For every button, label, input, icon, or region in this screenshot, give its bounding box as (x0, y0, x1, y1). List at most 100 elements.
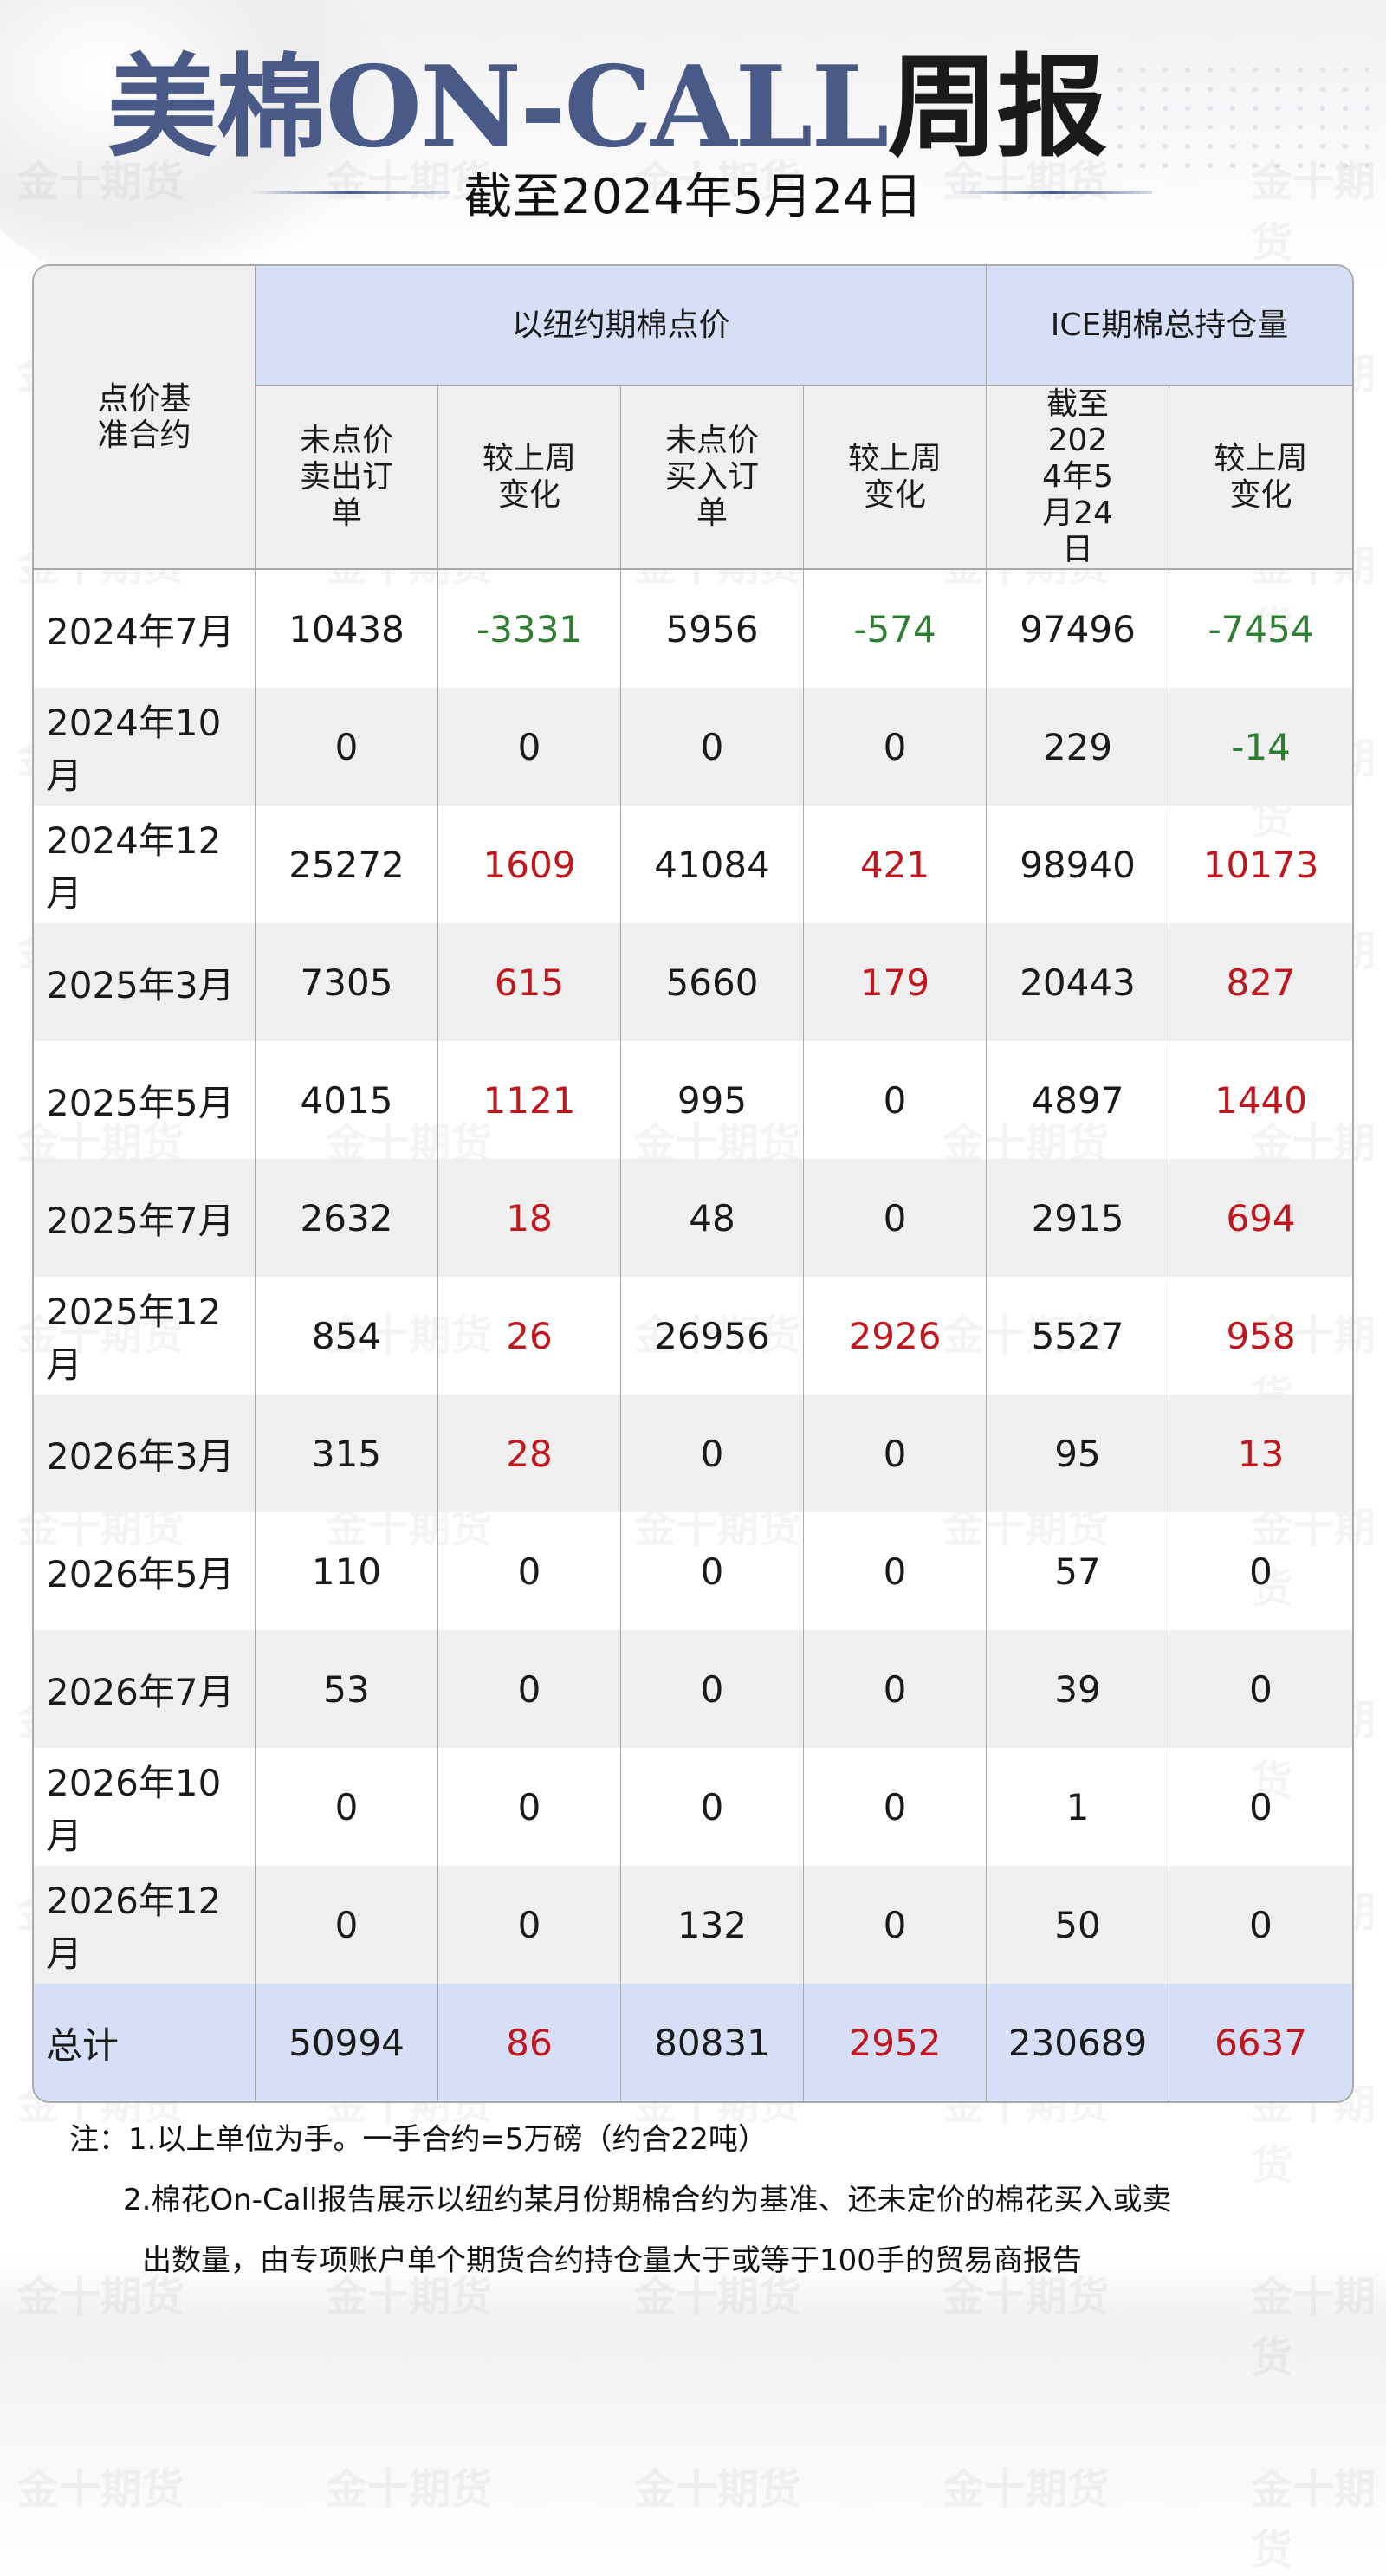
value-cell: 18 (438, 1159, 621, 1277)
value-cell: 97496 (987, 570, 1170, 688)
column-header: 较上周变化 (1169, 386, 1353, 570)
value-cell: 5660 (621, 923, 804, 1041)
dot-pattern (1109, 61, 1369, 182)
watermark: 金十期货 (17, 2455, 184, 2515)
value-cell: 0 (804, 1395, 988, 1512)
value-cell: 4015 (256, 1041, 438, 1159)
value-cell: 2915 (987, 1159, 1170, 1277)
value-cell: 0 (1249, 1785, 1273, 1828)
value-cell: 110 (256, 1512, 438, 1630)
value-cell: 315 (256, 1395, 438, 1512)
watermark: 金十期货 (634, 2455, 800, 2515)
corner-header: 点价基准合约 (34, 266, 256, 570)
value-cell: 0 (804, 1748, 988, 1866)
note-2: 2.棉花On-Call报告展示以纽约某月份期棉合约为基准、还未定价的棉花买入或卖 (123, 2183, 1172, 2217)
value-cell: 615 (438, 923, 621, 1041)
value-cell: 53 (256, 1630, 438, 1748)
value-cell: 57 (987, 1512, 1170, 1630)
value-cell: 26 (438, 1277, 621, 1395)
value-cell: 41084 (621, 806, 804, 923)
value-cell: 0 (256, 1866, 438, 1984)
column-header: 较上周变化 (438, 386, 621, 570)
contract-cell: 2024年7月 (34, 570, 256, 688)
table-row: 2024年7月 10438 -3331 5956 -574 97496 -7454 (34, 570, 1352, 688)
contract-cell: 总计 (34, 1984, 256, 2101)
page-title: 美棉ON-CALL周报 (0, 17, 1213, 178)
column-header: 较上周变化 (804, 386, 988, 570)
value-cell: 10173 (1202, 843, 1319, 886)
value-cell: 25272 (256, 806, 438, 923)
table-row: 2025年3月 7305 615 5660 179 20443 827 (34, 923, 1353, 1041)
value-cell: 0 (804, 688, 988, 806)
value-cell: 0 (621, 1395, 804, 1512)
table-row: 2026年12月 0 0 132 0 50 0 (34, 1866, 1353, 1984)
value-cell: 854 (256, 1277, 438, 1395)
watermark: 金十期货 (1251, 2262, 1386, 2384)
value-cell: 0 (1169, 1630, 1353, 1748)
value-cell: 0 (804, 1512, 988, 1630)
value-cell: 827 (1169, 923, 1353, 1041)
value-cell: 26956 (621, 1277, 804, 1395)
title-main: 美棉ON-CALL (107, 42, 890, 172)
value-cell: 2926 (804, 1277, 988, 1395)
column-header: 未点价卖出订单 (256, 386, 438, 570)
value-cell: 5527 (987, 1277, 1170, 1395)
table-row: 2024年10月 0 0 0 0 229 -14 (34, 688, 1353, 806)
table-row: 2026年10月 0 0 0 0 1 0 (34, 1748, 1352, 1866)
value-cell: 0 (804, 1866, 988, 1984)
value-cell: 28 (438, 1395, 621, 1512)
contract-cell: 2025年12月 (34, 1277, 256, 1395)
value-cell: 98940 (987, 806, 1170, 923)
note-1: 注：1.以上单位为手。一手合约=5万磅（约合22吨） (69, 2122, 767, 2157)
report-date: 截至2024年5月24日 (463, 169, 923, 225)
contract-cell: 2026年7月 (34, 1630, 256, 1748)
value-cell: 0 (438, 688, 621, 806)
value-cell: 50 (987, 1866, 1170, 1984)
value-cell: -7454 (1208, 607, 1314, 650)
value-cell: 0 (438, 1748, 621, 1866)
value-cell: 0 (438, 1512, 621, 1630)
value-cell: 1121 (438, 1041, 621, 1159)
contract-cell: 2025年5月 (34, 1041, 256, 1159)
watermark: 金十期货 (942, 2455, 1109, 2515)
watermark: 金十期货 (326, 2455, 492, 2515)
contract-cell: 2025年3月 (34, 923, 256, 1041)
value-cell: 80831 (621, 1984, 804, 2101)
value-cell: 0 (1169, 1866, 1353, 1984)
value-cell: -574 (804, 570, 988, 688)
value-cell: 13 (1169, 1395, 1353, 1512)
value-cell: 0 (804, 1159, 988, 1277)
value-cell: 0 (438, 1866, 621, 1984)
value-cell: 2632 (256, 1159, 438, 1277)
contract-cell: 2026年3月 (34, 1395, 256, 1512)
value-cell: 10438 (256, 570, 438, 688)
value-cell: 5956 (621, 570, 804, 688)
value-cell: 2952 (804, 1984, 988, 2101)
value-cell: 958 (1226, 1314, 1296, 1357)
table-row: 2026年3月 315 28 0 0 95 13 (34, 1395, 1353, 1512)
value-cell: 48 (621, 1159, 804, 1277)
column-header: 截至2024年5月24日 (987, 386, 1170, 570)
table-row: 2024年12月 25272 1609 41084 421 98940 10173 (34, 806, 1352, 923)
group-header-ice: ICE期棉总持仓量 (987, 266, 1353, 386)
value-cell: 86 (438, 1984, 621, 2101)
value-cell: 0 (621, 1748, 804, 1866)
group-header-ny: 以纽约期棉点价 (256, 266, 988, 386)
notes: 注：1.以上单位为手。一手合约=5万磅（约合22吨） 2.棉花On-Call报告… (69, 2109, 1171, 2291)
divider-left (251, 191, 450, 194)
value-cell: 95 (987, 1395, 1170, 1512)
value-cell: 0 (256, 1748, 438, 1866)
table-row: 2026年7月 53 0 0 0 39 0 (34, 1630, 1353, 1748)
value-cell: 229 (987, 688, 1170, 806)
on-call-table: 点价基准合约 以纽约期棉点价 ICE期棉总持仓量 未点价卖出订单 较上周变化 未点价… (32, 264, 1355, 2103)
column-header: 未点价买入订单 (621, 386, 804, 570)
value-cell: 230689 (987, 1984, 1170, 2101)
note-3: 出数量，由专项账户单个期货合约持仓量大于或等于100手的贸易商报告 (142, 2243, 1082, 2278)
value-cell: 6637 (1169, 1984, 1353, 2101)
value-cell: 179 (804, 923, 988, 1041)
contract-cell: 2026年10月 (34, 1748, 256, 1866)
contract-cell: 2025年7月 (34, 1159, 256, 1277)
value-cell: 694 (1169, 1159, 1353, 1277)
value-cell: 1 (987, 1748, 1170, 1866)
contract-cell: 2024年12月 (34, 806, 256, 923)
